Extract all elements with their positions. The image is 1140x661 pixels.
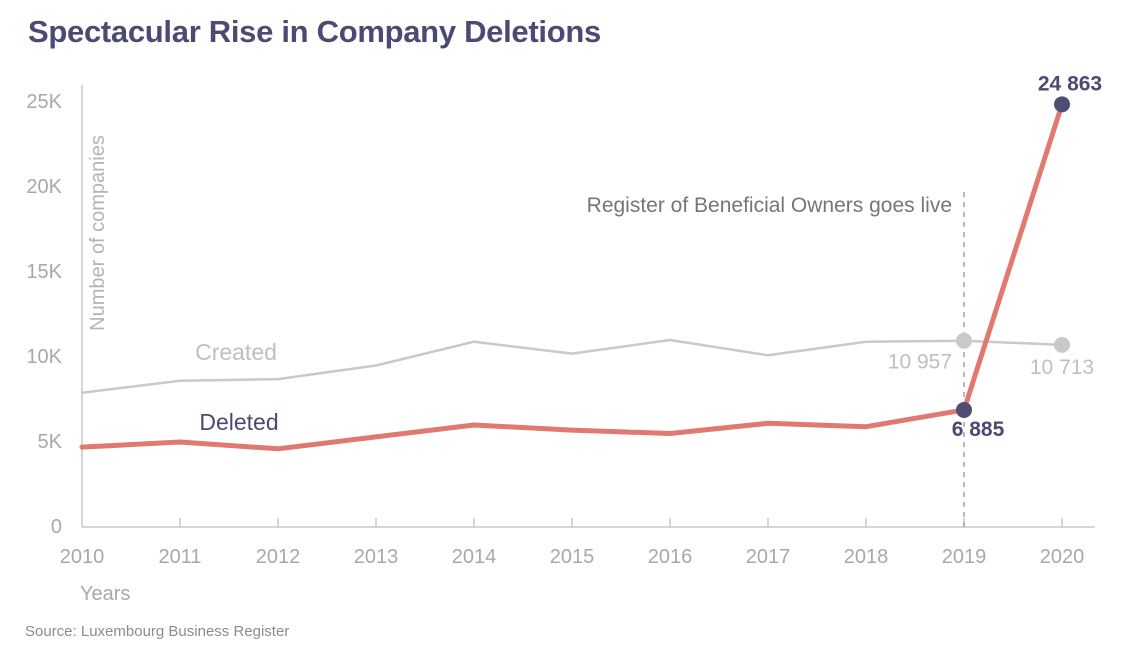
x-tick-label: 2014 [452,546,497,568]
y-tick-label: 25K [26,91,62,113]
x-tick-label: 2012 [256,546,301,568]
chart-title: Spectacular Rise in Company Deletions [28,14,601,49]
deleted-dot-2019 [956,401,972,418]
y-tick-label: 15K [26,261,62,283]
x-tick-label: 2016 [648,546,693,568]
series-label-created: Created [195,339,277,365]
x-tick-label: 2011 [158,546,201,568]
x-tick-label: 2010 [60,546,105,568]
series-label-deleted: Deleted [199,409,278,435]
y-axis-title: Number of companies [87,135,109,331]
point-label: 6 885 [952,418,1005,441]
y-tick-label: 20K [26,176,62,198]
x-tick-label: 2013 [354,546,399,568]
created-line [80,338,1064,394]
deleted-dot-2020 [1054,96,1070,113]
annotation-text: Register of Beneficial Owners goes live [587,194,952,217]
y-tick-label: 0 [51,516,62,538]
x-tick-label: 2020 [1040,546,1085,568]
x-tick-label: 2018 [844,546,889,568]
y-tick-label: 5K [38,431,63,453]
point-label: 10 957 [888,351,952,374]
point-label: 10 713 [1030,356,1094,379]
point-label: 24 863 [1038,72,1102,95]
source-note: Source: Luxembourg Business Register [25,623,290,640]
x-tick-label: 2017 [746,546,791,568]
created-dot-2020 [1054,336,1070,353]
deleted-line [79,101,1065,452]
x-tick-label: 2015 [550,546,595,568]
created-dot-2019 [956,332,972,349]
y-tick-label: 10K [26,346,62,368]
x-tick-label: 2019 [942,546,987,568]
x-axis-title: Years [80,583,130,605]
